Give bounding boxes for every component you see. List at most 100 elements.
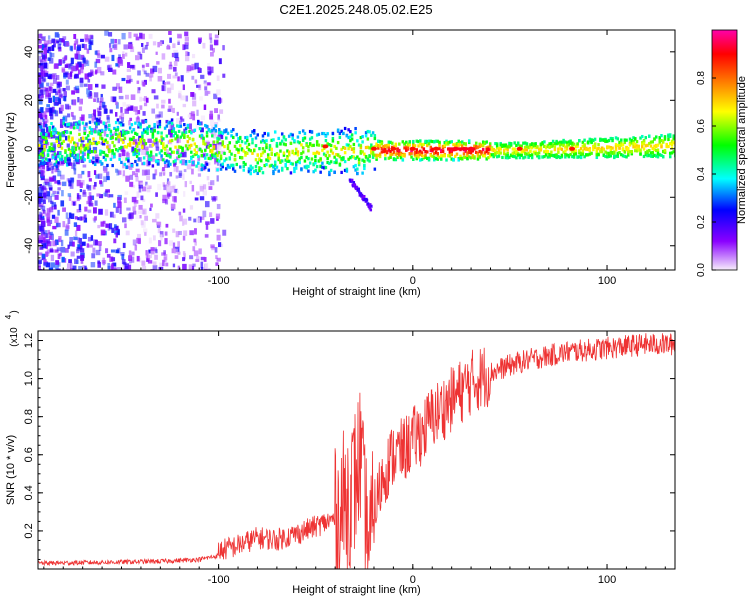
heatmap-cell xyxy=(102,139,106,143)
heatmap-cell xyxy=(126,107,130,111)
heatmap-cell xyxy=(506,145,509,149)
heatmap-cell xyxy=(158,151,162,155)
heatmap-cell xyxy=(576,142,579,146)
heatmap-cell xyxy=(167,73,172,79)
heatmap-cell xyxy=(557,150,560,154)
heatmap-cell xyxy=(46,216,50,223)
heatmap-cell xyxy=(616,137,620,141)
heatmap-cell xyxy=(155,146,160,151)
heatmap-cell xyxy=(141,64,145,68)
heatmap-cell xyxy=(331,151,335,155)
heatmap-cell xyxy=(163,254,168,261)
heatmap-cell xyxy=(183,230,188,236)
heatmap-cell xyxy=(43,144,46,149)
heatmap-cell xyxy=(301,146,305,150)
heatmap-cell xyxy=(504,153,508,157)
heatmap-cell xyxy=(47,57,51,61)
heatmap-cell xyxy=(46,149,50,153)
heatmap-cell xyxy=(40,175,45,181)
heatmap-cell xyxy=(141,42,144,47)
heatmap-cell xyxy=(424,153,427,157)
heatmap-cell xyxy=(123,132,127,136)
heatmap-cell xyxy=(151,132,155,136)
heatmap-cell xyxy=(106,176,110,181)
heatmap-cell xyxy=(125,145,128,149)
heatmap-cell xyxy=(93,109,96,116)
heatmap-cell xyxy=(221,150,226,155)
heatmap-cell xyxy=(656,151,660,155)
heatmap-cell xyxy=(476,145,480,149)
heatmap-cell xyxy=(499,143,502,147)
heatmap-cells xyxy=(38,30,675,270)
heatmap-cell xyxy=(244,150,247,155)
heatmap-cell xyxy=(70,262,73,269)
heatmap-cell xyxy=(375,155,378,159)
heatmap-cell xyxy=(342,131,345,135)
heatmap-cell xyxy=(168,98,171,104)
heatmap-cell xyxy=(88,244,93,248)
heatmap-cell xyxy=(88,44,92,51)
heatmap-cell xyxy=(502,143,506,148)
heatmap-cell xyxy=(39,132,43,136)
heatmap-cell xyxy=(39,82,44,88)
heatmap-cell xyxy=(251,130,254,134)
heatmap-cell xyxy=(268,147,272,151)
heatmap-cell xyxy=(544,149,548,153)
heatmap-cell xyxy=(543,144,546,149)
heatmap-cell xyxy=(176,124,179,128)
heatmap-cell xyxy=(60,141,64,145)
heatmap-cell xyxy=(405,140,408,144)
heatmap-cell xyxy=(595,147,599,151)
heatmap-cell xyxy=(207,70,212,75)
heatmap-cell xyxy=(146,184,149,188)
heatmap-cell xyxy=(49,231,54,236)
heatmap-cell xyxy=(173,161,177,166)
plot-frame xyxy=(37,29,676,271)
heatmap-cell xyxy=(88,202,94,207)
heatmap-cell xyxy=(419,149,422,153)
heatmap-cell xyxy=(144,142,148,146)
heatmap-cell xyxy=(135,176,139,182)
heatmap-cell xyxy=(148,157,151,161)
heatmap-cell xyxy=(88,120,92,124)
heatmap-cell xyxy=(98,208,103,215)
heatmap-cell xyxy=(148,124,151,128)
heatmap-cell xyxy=(146,160,150,167)
heatmap-cell xyxy=(77,237,81,244)
heatmap-cell xyxy=(186,125,190,129)
heatmap-cell xyxy=(225,157,228,161)
heatmap-cell xyxy=(639,149,642,153)
heatmap-cell xyxy=(204,262,209,269)
heatmap-cell xyxy=(135,163,139,167)
heatmap-cell xyxy=(443,140,447,145)
heatmap-cell xyxy=(77,69,81,75)
heatmap-cell xyxy=(487,156,490,160)
heatmap-cell xyxy=(448,140,452,144)
heatmap-cell xyxy=(93,121,97,125)
heatmap-cell xyxy=(174,145,177,149)
heatmap-cell xyxy=(44,119,49,123)
heatmap-cell xyxy=(141,145,144,150)
heatmap-cell xyxy=(232,163,235,167)
heatmap-cell xyxy=(200,127,204,133)
heatmap-cell xyxy=(377,146,380,150)
heatmap-cell xyxy=(83,148,86,152)
heatmap-cell xyxy=(70,111,74,117)
heatmap-cell xyxy=(191,168,194,175)
heatmap-cell xyxy=(38,77,42,84)
heatmap-cell xyxy=(488,145,492,149)
heatmap-cell xyxy=(156,131,160,135)
heatmap-cell xyxy=(122,265,125,269)
heatmap-cell xyxy=(312,170,315,174)
heatmap-cell xyxy=(38,259,42,264)
heatmap-cell xyxy=(41,52,44,58)
heatmap-cell xyxy=(122,102,126,107)
heatmap-cell xyxy=(441,144,445,149)
heatmap-cell xyxy=(293,166,296,171)
heatmap-cell xyxy=(134,131,137,135)
heatmap-cell xyxy=(352,150,356,154)
heatmap-cell xyxy=(653,153,656,157)
heatmap-cell xyxy=(134,121,137,125)
heatmap-cell xyxy=(104,108,108,114)
heatmap-cell xyxy=(68,212,72,219)
